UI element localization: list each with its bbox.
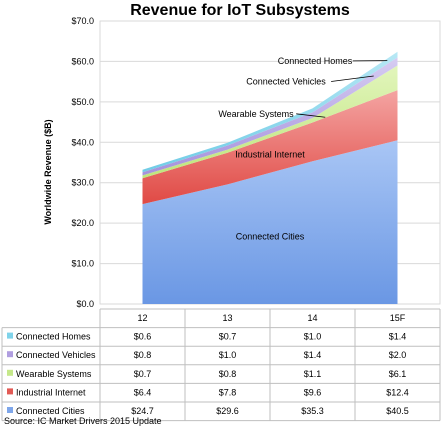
- y-axis-label: Worldwide Revenue ($B): [43, 119, 53, 224]
- y-tick-label: $60.0: [71, 56, 94, 66]
- annotation-industrial-internet: Industrial Internet: [235, 150, 305, 160]
- table-cell: $35.3: [301, 406, 324, 416]
- y-tick-label: $0.0: [76, 299, 94, 309]
- table-cell: $24.7: [131, 406, 154, 416]
- table-row-label-connected-cities: Connected Cities: [16, 406, 85, 416]
- y-tick-label: $10.0: [71, 259, 94, 269]
- legend-swatch-connected-vehicles: [7, 351, 13, 358]
- table-cell: $40.5: [386, 406, 409, 416]
- table-cell: $29.6: [216, 406, 239, 416]
- y-tick-label: $50.0: [71, 97, 94, 107]
- y-tick-label: $30.0: [71, 178, 94, 188]
- table-cell: $1.0: [304, 332, 322, 342]
- table-cell: $7.8: [219, 387, 237, 397]
- source-note: Source: IC Market Drivers 2015 Update: [4, 416, 162, 426]
- annotation-connected-vehicles-leader: [331, 75, 374, 82]
- table-cell: $1.0: [219, 350, 237, 360]
- y-axis-ticks: $0.0 $10.0 $20.0 $30.0 $40.0 $50.0 $60.0 $70.0: [71, 16, 94, 309]
- legend-swatch-connected-cities: [7, 407, 13, 413]
- area-connected-cities: [142, 140, 398, 304]
- chart-title: Revenue for IoT Subsystems: [130, 2, 350, 19]
- table-cell: $9.6: [304, 387, 322, 397]
- table-row-label-wearable-systems: Wearable Systems: [16, 369, 92, 379]
- table-row-label-connected-homes: Connected Homes: [16, 332, 91, 342]
- table-cell: $0.7: [219, 332, 237, 342]
- table-cell: $0.8: [134, 350, 152, 360]
- table-row-label-connected-vehicles: Connected Vehicles: [16, 350, 96, 360]
- table-header-15F: 15F: [390, 313, 406, 323]
- annotation-wearable-systems: Wearable Systems: [218, 109, 294, 119]
- table-cell: $0.6: [134, 332, 152, 342]
- table-cell: $6.4: [134, 387, 152, 397]
- legend-swatch-industrial-internet: [7, 388, 13, 395]
- annotation-connected-vehicles: Connected Vehicles: [246, 76, 326, 86]
- annotation-connected-cities: Connected Cities: [236, 231, 305, 241]
- table-cell: $1.1: [304, 369, 322, 379]
- annotation-wearable-systems-leader: [296, 113, 326, 118]
- stacked-areas: [142, 51, 398, 304]
- table-cell: $0.8: [219, 369, 237, 379]
- y-tick-label: $40.0: [71, 137, 94, 147]
- table-cell: $2.0: [389, 350, 407, 360]
- table-cell: $6.1: [389, 369, 407, 379]
- table-header-12: 12: [137, 313, 147, 323]
- table-cell: $1.4: [304, 350, 322, 360]
- annotation-connected-homes: Connected Homes: [278, 56, 353, 66]
- legend-swatch-connected-homes: [7, 332, 13, 339]
- table-header-14: 14: [307, 313, 317, 323]
- y-tick-label: $20.0: [71, 218, 94, 228]
- series-annotations: Connected Cities Industrial Internet Weara…: [218, 56, 388, 241]
- legend-swatch-wearable-systems: [7, 369, 13, 376]
- table-header-13: 13: [222, 313, 232, 323]
- table-cell: $0.7: [134, 369, 152, 379]
- y-tick-label: $70.0: [71, 16, 94, 26]
- table-cell: $12.4: [386, 387, 409, 397]
- data-table: 12 13 14 15F Connected Homes $0.6 $0.7 $1.0 $1.4…: [1, 308, 441, 422]
- area-industrial-internet: [142, 90, 398, 205]
- table-cell: $1.4: [389, 332, 407, 342]
- table-row-label-industrial-internet: Industrial Internet: [16, 387, 86, 397]
